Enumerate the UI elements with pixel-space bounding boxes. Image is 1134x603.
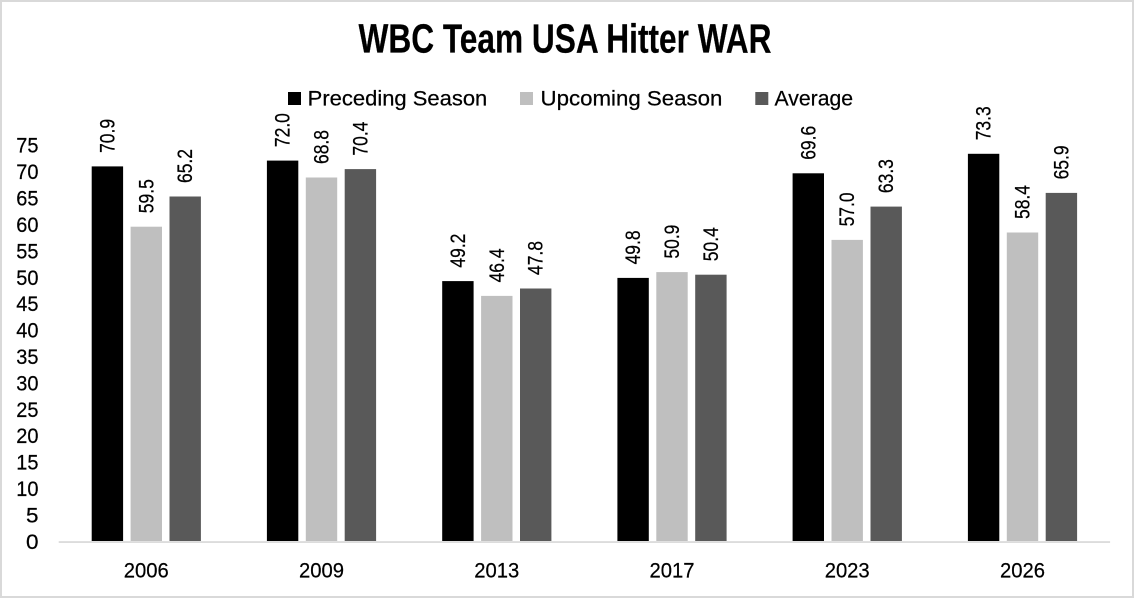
svg-text:65: 65 — [16, 188, 38, 211]
svg-text:WBC Team USA Hitter WAR: WBC Team USA Hitter WAR — [359, 15, 772, 61]
svg-text:72.0: 72.0 — [272, 113, 295, 147]
svg-text:50.9: 50.9 — [661, 225, 684, 259]
svg-text:Upcoming Season: Upcoming Season — [541, 88, 723, 111]
svg-text:35: 35 — [16, 346, 38, 369]
svg-text:50.4: 50.4 — [700, 227, 723, 261]
svg-text:47.8: 47.8 — [525, 241, 548, 275]
svg-text:10: 10 — [16, 478, 38, 501]
svg-text:Preceding Season: Preceding Season — [308, 88, 488, 111]
svg-text:46.4: 46.4 — [486, 248, 509, 282]
svg-text:2017: 2017 — [650, 559, 695, 582]
svg-text:2026: 2026 — [1000, 559, 1045, 582]
svg-text:55: 55 — [16, 240, 38, 263]
svg-text:2006: 2006 — [124, 559, 169, 582]
svg-text:30: 30 — [16, 372, 38, 395]
svg-text:2023: 2023 — [825, 559, 870, 582]
svg-text:5: 5 — [26, 505, 39, 528]
svg-text:59.5: 59.5 — [135, 179, 158, 213]
svg-text:58.4: 58.4 — [1012, 185, 1035, 219]
svg-text:49.2: 49.2 — [447, 234, 470, 268]
svg-text:69.6: 69.6 — [797, 126, 820, 160]
svg-text:40: 40 — [16, 320, 38, 343]
svg-text:50: 50 — [16, 267, 38, 290]
svg-text:Average: Average — [775, 88, 854, 111]
svg-text:60: 60 — [16, 214, 38, 237]
svg-text:0: 0 — [26, 531, 39, 554]
svg-text:2009: 2009 — [299, 559, 344, 582]
svg-text:15: 15 — [16, 452, 38, 475]
svg-text:63.3: 63.3 — [875, 159, 898, 193]
svg-text:20: 20 — [16, 425, 38, 448]
svg-text:25: 25 — [16, 399, 38, 422]
svg-text:73.3: 73.3 — [973, 106, 996, 140]
svg-text:70.9: 70.9 — [96, 119, 119, 153]
svg-text:70: 70 — [16, 161, 38, 184]
svg-text:49.8: 49.8 — [622, 230, 645, 264]
svg-text:45: 45 — [16, 293, 38, 316]
svg-text:68.8: 68.8 — [311, 130, 334, 164]
svg-text:2013: 2013 — [474, 559, 519, 582]
svg-text:65.9: 65.9 — [1050, 145, 1073, 179]
svg-text:70.4: 70.4 — [349, 121, 372, 155]
svg-text:65.2: 65.2 — [174, 149, 197, 183]
svg-text:75: 75 — [16, 135, 38, 158]
svg-text:57.0: 57.0 — [836, 192, 859, 226]
